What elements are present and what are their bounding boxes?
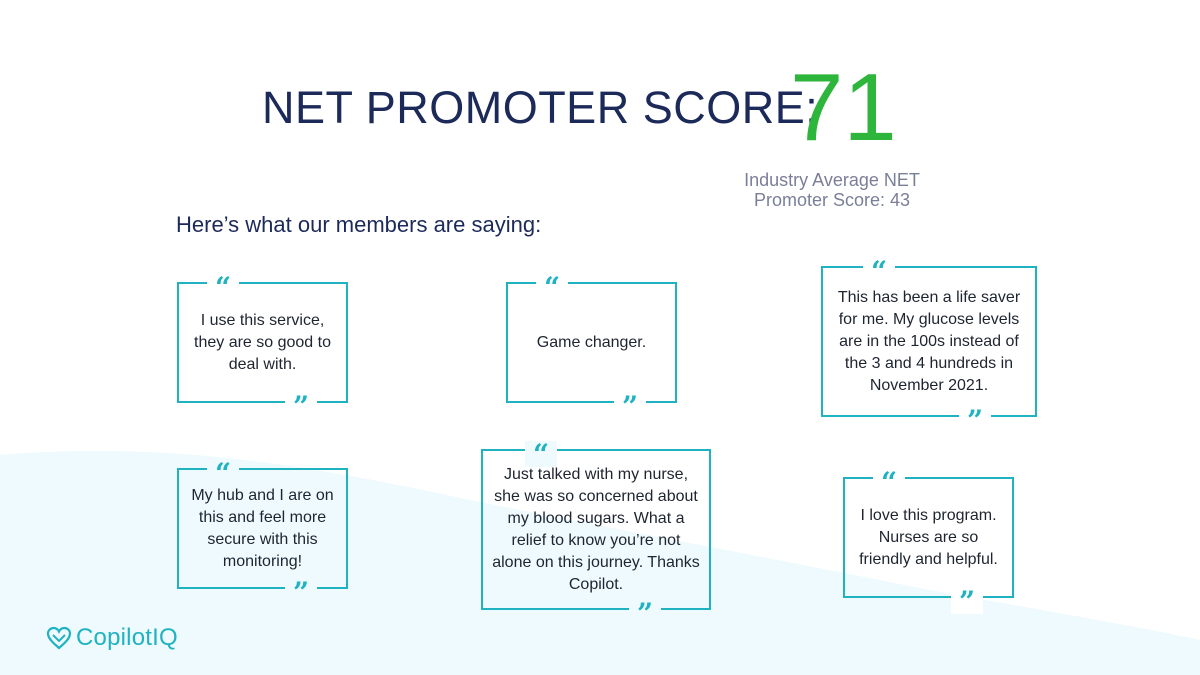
testimonial-card: “ I use this service, they are so good t… bbox=[177, 274, 348, 419]
testimonial-card: “ My hub and I are on this and feel more… bbox=[177, 460, 348, 605]
brand-name: CopilotIQ bbox=[76, 624, 178, 651]
open-quote-icon: “ bbox=[863, 258, 896, 284]
heart-icon bbox=[46, 626, 72, 650]
close-quote-icon: ” bbox=[285, 579, 318, 605]
testimonial-card: “ Just talked with my nurse, she was so … bbox=[481, 441, 711, 626]
close-quote-icon: ” bbox=[629, 600, 662, 626]
close-quote-icon: ” bbox=[951, 588, 984, 614]
open-quote-icon: “ bbox=[525, 441, 558, 467]
open-quote-icon: “ bbox=[207, 274, 240, 300]
testimonial-card: “ Game changer. ” bbox=[506, 274, 677, 419]
testimonial-text: Just talked with my nurse, she was so co… bbox=[492, 465, 700, 593]
industry-average-line-2: Promoter Score: 43 bbox=[753, 190, 911, 210]
page-title: NET PROMOTER SCORE: bbox=[262, 82, 819, 133]
testimonial-text: I use this service, they are so good to … bbox=[194, 311, 331, 373]
nps-score: 71 bbox=[790, 54, 897, 161]
testimonial-text: This has been a life saver for me. My gl… bbox=[837, 288, 1021, 394]
close-quote-icon: ” bbox=[285, 393, 318, 419]
testimonial-card: “ This has been a life saver for me. My … bbox=[821, 258, 1037, 433]
open-quote-icon: “ bbox=[873, 469, 906, 495]
close-quote-icon: ” bbox=[959, 407, 992, 433]
industry-average: Industry Average NET Promoter Score: 43 bbox=[712, 170, 952, 210]
testimonial-text: Game changer. bbox=[536, 333, 647, 351]
testimonial-text: My hub and I are on this and feel more s… bbox=[191, 486, 334, 570]
close-quote-icon: ” bbox=[614, 393, 647, 419]
open-quote-icon: “ bbox=[207, 460, 240, 486]
brand-logo: CopilotIQ bbox=[46, 624, 178, 652]
open-quote-icon: “ bbox=[536, 274, 569, 300]
industry-average-line-1: Industry Average NET bbox=[744, 170, 920, 190]
testimonial-card: “ I love this program. Nurses are so fri… bbox=[843, 469, 1014, 614]
intro-text: Here’s what our members are saying: bbox=[176, 212, 542, 237]
testimonial-text: I love this program. Nurses are so frien… bbox=[859, 506, 998, 568]
